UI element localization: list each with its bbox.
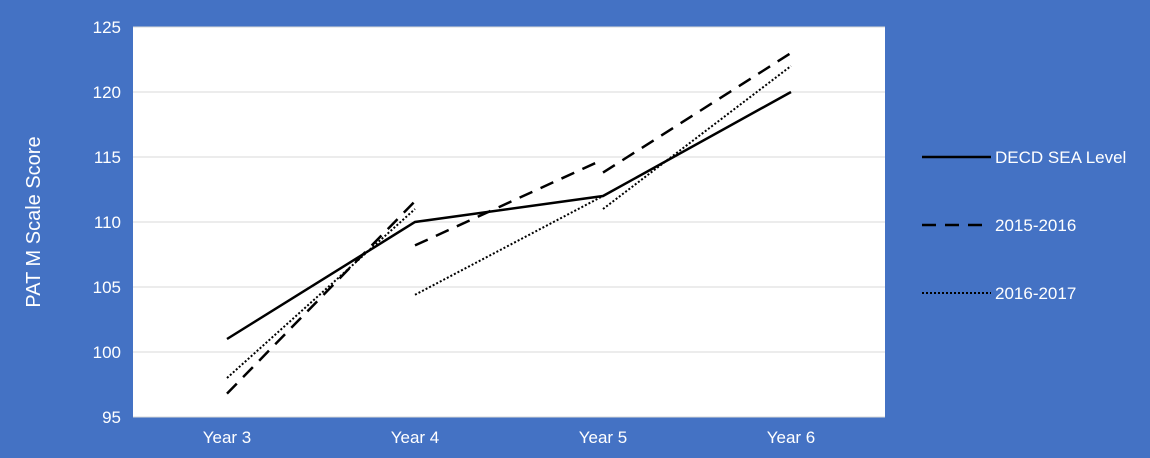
y-tick-label: 105 xyxy=(93,278,121,297)
series-2 xyxy=(226,51,792,395)
legend-label: DECD SEA Level xyxy=(995,148,1126,167)
series-lines xyxy=(226,51,792,395)
x-tick-label: Year 5 xyxy=(579,428,628,447)
y-tick-label: 100 xyxy=(93,343,121,362)
x-tick-label: Year 4 xyxy=(391,428,440,447)
y-tick-label: 120 xyxy=(93,83,121,102)
series-1 xyxy=(226,90,792,341)
legend-label: 2015-2016 xyxy=(995,216,1076,235)
x-axis-ticks: Year 3 Year 4 Year 5 Year 6 xyxy=(203,428,816,447)
legend-item: 2015-2016 xyxy=(922,216,1076,235)
legend-item: DECD SEA Level xyxy=(922,148,1126,167)
series-line-segment xyxy=(226,90,792,341)
y-tick-label: 125 xyxy=(93,18,121,37)
x-tick-label: Year 3 xyxy=(203,428,252,447)
y-axis-ticks: 95 100 105 110 115 120 125 xyxy=(93,18,121,427)
series-line-segment xyxy=(414,158,604,247)
y-tick-label: 110 xyxy=(94,213,121,232)
series-line-segment xyxy=(414,195,604,296)
y-tick-label: 115 xyxy=(94,148,121,167)
series-line-segment xyxy=(602,65,792,210)
series-3 xyxy=(226,65,792,379)
y-tick-label: 95 xyxy=(102,408,121,427)
legend-item: 2016-2017 xyxy=(922,284,1076,303)
x-tick-label: Year 6 xyxy=(767,428,816,447)
gridlines xyxy=(133,26,885,418)
legend-label: 2016-2017 xyxy=(995,284,1076,303)
series-line-segment xyxy=(602,51,792,174)
y-axis-label: PAT M Scale Score xyxy=(23,136,45,307)
legend: DECD SEA Level 2015-2016 2016-2017 xyxy=(922,148,1126,303)
